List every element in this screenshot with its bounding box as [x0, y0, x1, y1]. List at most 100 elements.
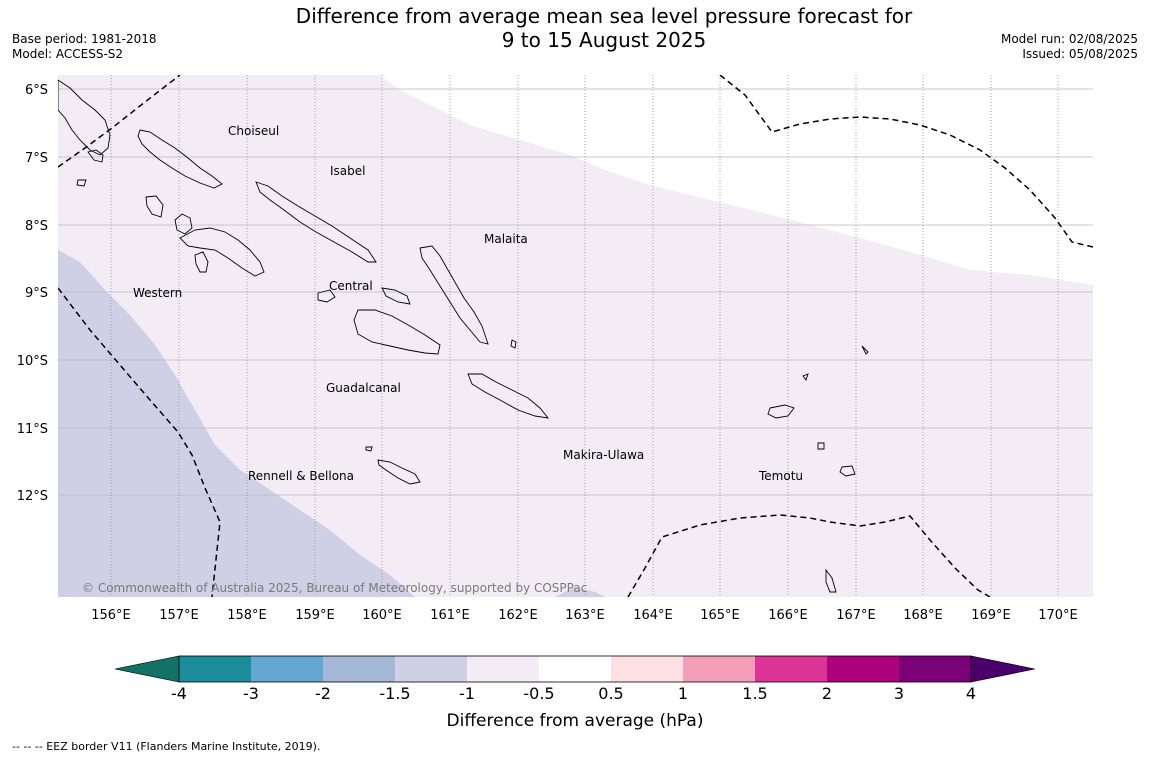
island-buka — [87, 149, 104, 163]
island-makira — [467, 373, 550, 419]
lon-label: 169°E — [971, 608, 1011, 623]
colorbar-segment — [683, 656, 755, 682]
island-ulawa — [510, 339, 517, 349]
copyright-text: © Commonwealth of Australia 2025, Bureau… — [82, 581, 587, 595]
eez-border-northeast — [719, 75, 1093, 248]
eez-border-southwest — [58, 287, 221, 597]
colorbar-tick: 2 — [822, 684, 832, 703]
eez-border-southeast — [627, 514, 991, 597]
anomaly-band-neutral — [380, 75, 1093, 285]
colorbar-segment — [899, 656, 971, 682]
island-malaita — [419, 245, 489, 345]
lon-label: 162°E — [498, 608, 538, 623]
eez-border-northwest — [58, 75, 181, 168]
colorbar-tick: -1 — [459, 684, 475, 703]
chart-title: Difference from average mean sea level p… — [0, 4, 1150, 52]
island-guadalcanal — [353, 309, 441, 355]
model-run: Model run: 02/08/2025 — [1000, 32, 1138, 46]
meta-left: Base period: 1981-2018 Model: ACCESS-S2 — [12, 32, 157, 62]
base-period: Base period: 1981-2018 — [12, 32, 157, 46]
island-duff — [802, 373, 809, 381]
region-western: Western — [133, 286, 182, 300]
region-labels: Choiseul Isabel Malaita Western Central … — [133, 124, 803, 483]
colorbar-tick: 0.5 — [598, 684, 623, 703]
meta-right: Model run: 02/08/2025 Issued: 05/08/2025 — [1001, 32, 1138, 62]
lon-label: 163°E — [565, 608, 605, 623]
colorbar-tick-labels: -4 -3 -2 -1.5 -1 -0.5 0.5 1 1.5 2 3 4 — [171, 684, 976, 703]
island-santa-isabel — [255, 181, 377, 263]
issued-date: Issued: 05/08/2025 — [1022, 47, 1138, 61]
colorbar-segment — [539, 656, 611, 682]
eez-borders — [58, 75, 1093, 597]
colorbar-segment — [827, 656, 899, 682]
anomaly-band-minus1-5 — [58, 250, 415, 597]
lat-label: 11°S — [17, 422, 48, 437]
island-anuta — [825, 568, 837, 593]
longitude-labels: 156°E 157°E 158°E 159°E 160°E 161°E 162°… — [91, 608, 1078, 623]
lon-label: 164°E — [633, 608, 673, 623]
island-choiseul — [137, 129, 223, 189]
lat-label: 8°S — [25, 219, 48, 234]
lat-label: 9°S — [25, 286, 48, 301]
lon-label: 156°E — [91, 608, 131, 623]
lon-label: 165°E — [700, 608, 740, 623]
lon-label: 167°E — [836, 608, 876, 623]
island-bougainville — [58, 79, 111, 156]
model-name: Model: ACCESS-S2 — [12, 47, 124, 61]
island-rendova — [194, 251, 209, 273]
title-line-2: 9 to 15 August 2025 — [501, 28, 707, 52]
region-makira-ulawa: Makira-Ulawa — [563, 448, 644, 462]
colorbar-segment — [467, 656, 539, 682]
island-kolombangara — [174, 213, 193, 235]
colorbar-extend-high — [970, 655, 1036, 683]
island-bellona — [365, 446, 373, 452]
colorbar-tick: -1.5 — [379, 684, 410, 703]
island-reef — [861, 345, 869, 355]
colorbar-segment — [251, 656, 323, 682]
colorbar-tick: -0.5 — [523, 684, 554, 703]
region-malaita: Malaita — [484, 232, 528, 246]
lon-label: 166°E — [768, 608, 808, 623]
colorbar-tick: 4 — [966, 684, 976, 703]
island-nendo — [767, 404, 795, 419]
colorbar-label: Difference from average (hPa) — [447, 711, 704, 731]
lon-label: 170°E — [1038, 608, 1078, 623]
lon-label: 160°E — [362, 608, 402, 623]
lat-label: 6°S — [25, 83, 48, 98]
region-temotu: Temotu — [758, 469, 803, 483]
eez-footnote: -- -- -- EEZ border V11 (Flanders Marine… — [12, 740, 321, 753]
island-vella-lavella — [145, 195, 164, 218]
grid-lines — [58, 75, 1093, 597]
island-shortland — [76, 179, 87, 187]
lon-label: 158°E — [227, 608, 267, 623]
lat-label: 12°S — [17, 489, 48, 504]
lon-label: 159°E — [295, 608, 335, 623]
island-russell — [317, 289, 336, 303]
lat-label: 7°S — [25, 151, 48, 166]
colorbar-tick: -4 — [171, 684, 187, 703]
colorbar-tick: 1 — [678, 684, 688, 703]
colorbar-segment — [395, 656, 467, 682]
colorbar-segment — [323, 656, 395, 682]
island-rennell — [377, 459, 421, 485]
colorbar — [114, 655, 1036, 683]
colorbar-tick: 1.5 — [742, 684, 767, 703]
anomaly-band-minus1-5-small — [555, 587, 605, 597]
region-rennell-bellona: Rennell & Bellona — [248, 469, 354, 483]
colorbar-segment — [611, 656, 683, 682]
island-vanikoro — [839, 465, 856, 477]
colorbar-tick: 3 — [894, 684, 904, 703]
lon-label: 161°E — [430, 608, 470, 623]
lon-label: 168°E — [903, 608, 943, 623]
region-choiseul: Choiseul — [228, 124, 279, 138]
lat-label: 10°S — [17, 354, 48, 369]
colorbar-tick: -2 — [315, 684, 331, 703]
latitude-labels: 6°S 7°S 8°S 9°S 10°S 11°S 12°S — [17, 83, 48, 504]
region-isabel: Isabel — [330, 164, 365, 178]
colorbar-segment — [755, 656, 827, 682]
colorbar-extend-low — [114, 655, 180, 683]
region-central: Central — [329, 279, 373, 293]
colorbar-tick: -3 — [243, 684, 259, 703]
lon-label: 157°E — [159, 608, 199, 623]
